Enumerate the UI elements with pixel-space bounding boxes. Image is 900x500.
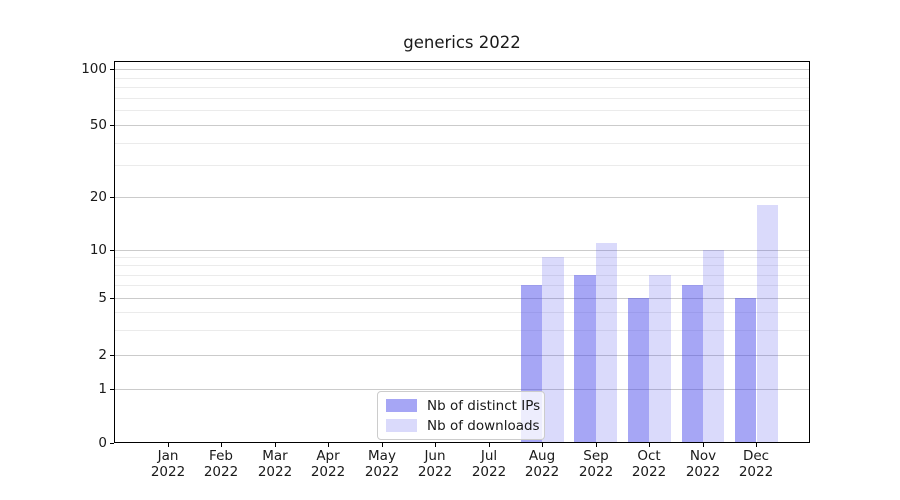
y-tick-label: 100 — [81, 61, 107, 77]
axis-spine-right — [809, 61, 810, 443]
x-tick-mark — [328, 443, 329, 447]
x-tick-mark — [221, 443, 222, 447]
legend-row-distinct-ips: Nb of distinct IPs — [386, 398, 540, 414]
gridline-minor — [114, 265, 810, 266]
y-tick-mark — [110, 298, 114, 299]
gridline-minor — [114, 275, 810, 276]
legend-swatch-downloads-icon — [386, 419, 417, 432]
gridline-major — [114, 197, 810, 198]
gridline-minor — [114, 330, 810, 331]
gridline-minor — [114, 285, 810, 286]
x-tick-mark — [382, 443, 383, 447]
y-tick-mark — [110, 250, 114, 251]
gridline-minor — [114, 143, 810, 144]
legend-label-downloads: Nb of downloads — [427, 417, 540, 434]
axis-spine-top — [114, 61, 810, 62]
x-tick-label: Oct 2022 — [631, 448, 667, 480]
axis-spine-bottom — [114, 442, 810, 443]
gridline-major — [114, 298, 810, 299]
bar-downloads — [649, 274, 671, 443]
axis-spine-left — [114, 61, 115, 443]
bar-downloads — [542, 257, 564, 443]
x-tick-label: Feb 2022 — [203, 448, 239, 480]
y-tick-label: 1 — [98, 381, 107, 397]
bar-downloads — [595, 242, 618, 443]
gridline-major — [114, 125, 810, 126]
y-tick-mark — [110, 389, 114, 390]
x-tick-mark — [703, 443, 704, 447]
bar-distinct-ips — [574, 274, 596, 443]
x-tick-label: Jul 2022 — [471, 448, 507, 480]
x-tick-label: Apr 2022 — [310, 448, 346, 480]
gridline-minor — [114, 312, 810, 313]
gridline-minor — [114, 257, 810, 258]
y-tick-label: 20 — [89, 189, 107, 205]
x-tick-mark — [542, 443, 543, 447]
legend-row-downloads: Nb of downloads — [386, 418, 540, 434]
legend: Nb of distinct IPs Nb of downloads — [377, 391, 545, 440]
x-tick-label: Jan 2022 — [150, 448, 186, 480]
y-tick-label: 2 — [98, 347, 107, 363]
bar-distinct-ips — [628, 298, 650, 443]
x-tick-label: Jun 2022 — [417, 448, 453, 480]
y-tick-mark — [110, 197, 114, 198]
gridline-minor — [114, 110, 810, 111]
gridline-minor — [114, 165, 810, 166]
x-tick-label: Sep 2022 — [578, 448, 614, 480]
y-tick-label: 50 — [89, 117, 107, 133]
x-tick-label: Mar 2022 — [257, 448, 293, 480]
plot-area — [110, 61, 810, 447]
y-tick-mark — [110, 355, 114, 356]
bar-distinct-ips — [735, 298, 757, 443]
gridline-minor — [114, 98, 810, 99]
x-tick-label: Nov 2022 — [685, 448, 721, 480]
legend-swatch-distinct-ips-icon — [386, 399, 417, 412]
y-tick-mark — [110, 125, 114, 126]
y-tick-mark — [110, 443, 114, 444]
y-tick-label: 5 — [98, 290, 107, 306]
gridline-major — [114, 250, 810, 251]
bar-downloads — [702, 250, 725, 443]
x-tick-mark — [649, 443, 650, 447]
gridline-major — [114, 69, 810, 70]
legend-label-distinct-ips: Nb of distinct IPs — [427, 397, 541, 414]
bar-distinct-ips — [681, 285, 703, 443]
chart-title: generics 2022 — [403, 33, 521, 52]
gridline-major — [114, 355, 810, 356]
y-tick-label: 0 — [98, 435, 107, 451]
x-tick-mark — [596, 443, 597, 447]
x-tick-mark — [756, 443, 757, 447]
y-tick-mark — [110, 69, 114, 70]
y-tick-label: 10 — [89, 242, 107, 258]
gridline-minor — [114, 78, 810, 79]
x-tick-label: May 2022 — [364, 448, 400, 480]
gridline-minor — [114, 87, 810, 88]
x-tick-label: Aug 2022 — [524, 448, 560, 480]
x-tick-mark — [489, 443, 490, 447]
x-tick-mark — [435, 443, 436, 447]
bar-downloads — [756, 205, 778, 443]
x-tick-mark — [168, 443, 169, 447]
x-tick-label: Dec 2022 — [738, 448, 774, 480]
x-tick-mark — [275, 443, 276, 447]
gridline-major — [114, 389, 810, 390]
